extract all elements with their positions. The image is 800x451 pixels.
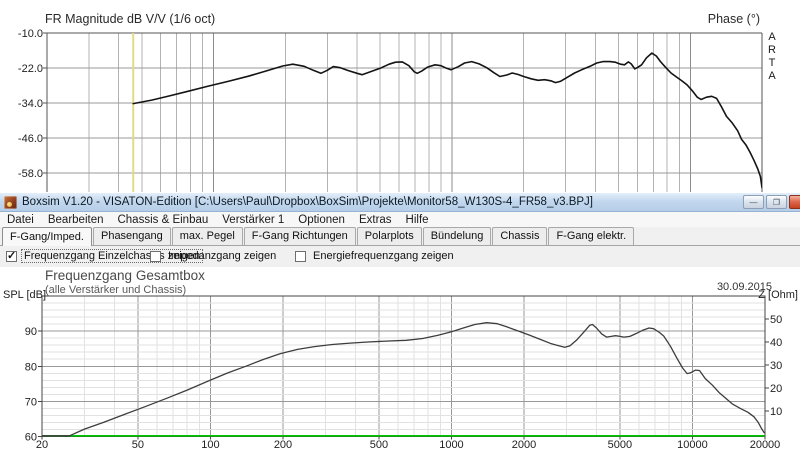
x-tick-label: 50 bbox=[132, 439, 144, 451]
menu-item-datei[interactable]: Datei bbox=[7, 213, 34, 226]
checkbox-box[interactable] bbox=[295, 250, 306, 262]
x-tick-label: 100 bbox=[201, 439, 219, 451]
left-axis-label: SPL [dB] bbox=[3, 289, 47, 301]
arta-logo-letter: R bbox=[768, 44, 776, 56]
close-button[interactable]: ✕ bbox=[789, 195, 800, 209]
tab-f-gang-imped[interactable]: F-Gang/Imped. bbox=[2, 227, 92, 246]
y2-tick-label: 30 bbox=[770, 360, 782, 372]
menu-item-extras[interactable]: Extras bbox=[358, 213, 392, 226]
checkbox-label: Impedanzgang zeigen bbox=[168, 250, 277, 262]
boxsim-plot: 20 50 100 200 500 1000 2000 5000 10000 20000 60 70 8… bbox=[25, 295, 783, 451]
menu-item-hilfe[interactable]: Hilfe bbox=[405, 213, 429, 226]
tab-f-gang-elektr[interactable]: F-Gang elektr. bbox=[548, 227, 635, 245]
tab-bar: F-Gang/Imped. Phasengang max. Pegel F-Gang … bbox=[0, 227, 800, 246]
chart-panel: 20 50 100 200 500 1000 2000 5000 10000 20000 60 70 8… bbox=[0, 267, 800, 451]
plot-border bbox=[46, 32, 763, 192]
menu-item-optionen[interactable]: Optionen bbox=[298, 213, 345, 226]
chart-subtitle: (alle Verstärker und Chassis) bbox=[45, 284, 187, 296]
menu-bar: Datei Bearbeiten Chassis & Einbau Verstärke… bbox=[0, 212, 800, 227]
curve-frequenzgang-gesamtbox bbox=[42, 322, 765, 437]
tab-bündelung[interactable]: Bündelung bbox=[422, 227, 492, 245]
y-tick-label: -58.0 bbox=[18, 168, 43, 180]
x-tick-label: 1000 bbox=[439, 439, 463, 451]
window-title: Boxsim V1.20 - VISATON-Edition [C:\Users… bbox=[22, 196, 593, 208]
y2-tick-label: 40 bbox=[770, 337, 782, 349]
menu-item-verstärker-1[interactable]: Verstärker 1 bbox=[222, 213, 285, 226]
y-tick-label: -46.0 bbox=[18, 133, 43, 145]
chart-title: Frequenzgang Gesamtbox bbox=[45, 268, 205, 283]
y-tick-label: -22.0 bbox=[18, 63, 43, 75]
arta-logo-letter: A bbox=[768, 31, 776, 43]
minimize-icon: — bbox=[749, 197, 758, 207]
axis-tick-labels: -10.0 -22.0 -34.0 -46.0 -58.0 bbox=[18, 28, 47, 180]
tab-polarplots[interactable]: Polarplots bbox=[356, 227, 422, 245]
checkbox-label: Energiefrequenzgang zeigen bbox=[313, 250, 454, 262]
y2-tick-label: 10 bbox=[770, 406, 782, 418]
arta-logo-letter: T bbox=[768, 57, 776, 69]
y-tick-label: -10.0 bbox=[18, 28, 43, 40]
tab-max-pegel[interactable]: max. Pegel bbox=[171, 227, 243, 245]
x-tick-label: 2000 bbox=[512, 439, 536, 451]
x-tick-label: 200 bbox=[274, 439, 292, 451]
grid-lines bbox=[42, 296, 765, 437]
check-icon: ✓ bbox=[7, 249, 17, 262]
arta-plot: -10.0 -22.0 -34.0 -46.0 -58.0 bbox=[18, 28, 763, 192]
tab-chassis[interactable]: Chassis bbox=[492, 227, 548, 245]
maximize-button[interactable]: ❐ bbox=[766, 195, 787, 209]
arta-phase-axis-label: Phase (°) bbox=[707, 12, 760, 26]
checkbox-impedanzgang-zeigen[interactable]: Impedanzgang zeigen bbox=[150, 250, 278, 262]
maximize-icon: ❐ bbox=[772, 197, 781, 207]
x-tick-label: 5000 bbox=[608, 439, 632, 451]
y2-tick-label: 50 bbox=[770, 314, 782, 326]
x-tick-label: 20 bbox=[36, 439, 48, 451]
axis-tick-labels: 20 50 100 200 500 1000 2000 5000 10000 20000 60 70 8… bbox=[25, 314, 783, 451]
x-tick-label: 20000 bbox=[750, 439, 781, 451]
right-axis-label: Z [Ohm] bbox=[758, 289, 798, 301]
checkbox-row: ✓ Frequenzgang Einzelchassis zeigen Impeda… bbox=[0, 246, 800, 267]
y-tick-label: 60 bbox=[25, 432, 37, 444]
x-tick-label: 500 bbox=[370, 439, 388, 451]
window-controls: — ❐ ✕ bbox=[743, 195, 800, 209]
menu-item-chassis-einbau[interactable]: Chassis & Einbau bbox=[117, 213, 209, 226]
x-tick-label: 10000 bbox=[677, 439, 708, 451]
titlebar[interactable]: Boxsim V1.20 - VISATON-Edition [C:\Users… bbox=[0, 193, 800, 212]
tab-phasengang[interactable]: Phasengang bbox=[92, 227, 171, 245]
checkbox-box[interactable] bbox=[150, 250, 161, 262]
arta-logo-letter: A bbox=[768, 70, 776, 82]
y-tick-label: 90 bbox=[25, 326, 37, 338]
tab-f-gang-richtungen[interactable]: F-Gang Richtungen bbox=[243, 227, 356, 245]
boxsim-window: Boxsim V1.20 - VISATON-Edition [C:\Users… bbox=[0, 193, 800, 451]
grid-lines bbox=[47, 33, 762, 192]
arta-chart-title: FR Magnitude dB V/V (1/6 oct) bbox=[45, 12, 216, 26]
app-icon bbox=[4, 196, 17, 209]
y-tick-label: 70 bbox=[25, 396, 37, 408]
menu-item-bearbeiten[interactable]: Bearbeiten bbox=[47, 213, 104, 226]
chart-date: 30.09.2015 bbox=[716, 281, 772, 293]
checkbox-box[interactable]: ✓ bbox=[6, 249, 17, 262]
y-tick-label: -34.0 bbox=[18, 98, 43, 110]
curve-fr-magnitude bbox=[132, 52, 762, 189]
checkbox-energiefrequenzgang-zeigen[interactable]: Energiefrequenzgang zeigen bbox=[295, 250, 456, 262]
y-tick-label: 80 bbox=[25, 361, 37, 373]
arta-window: -10.0 -22.0 -34.0 -46.0 -58.0 FR Magnitude d… bbox=[0, 0, 800, 193]
minimize-button[interactable]: — bbox=[743, 195, 764, 209]
y2-tick-label: 20 bbox=[770, 383, 782, 395]
